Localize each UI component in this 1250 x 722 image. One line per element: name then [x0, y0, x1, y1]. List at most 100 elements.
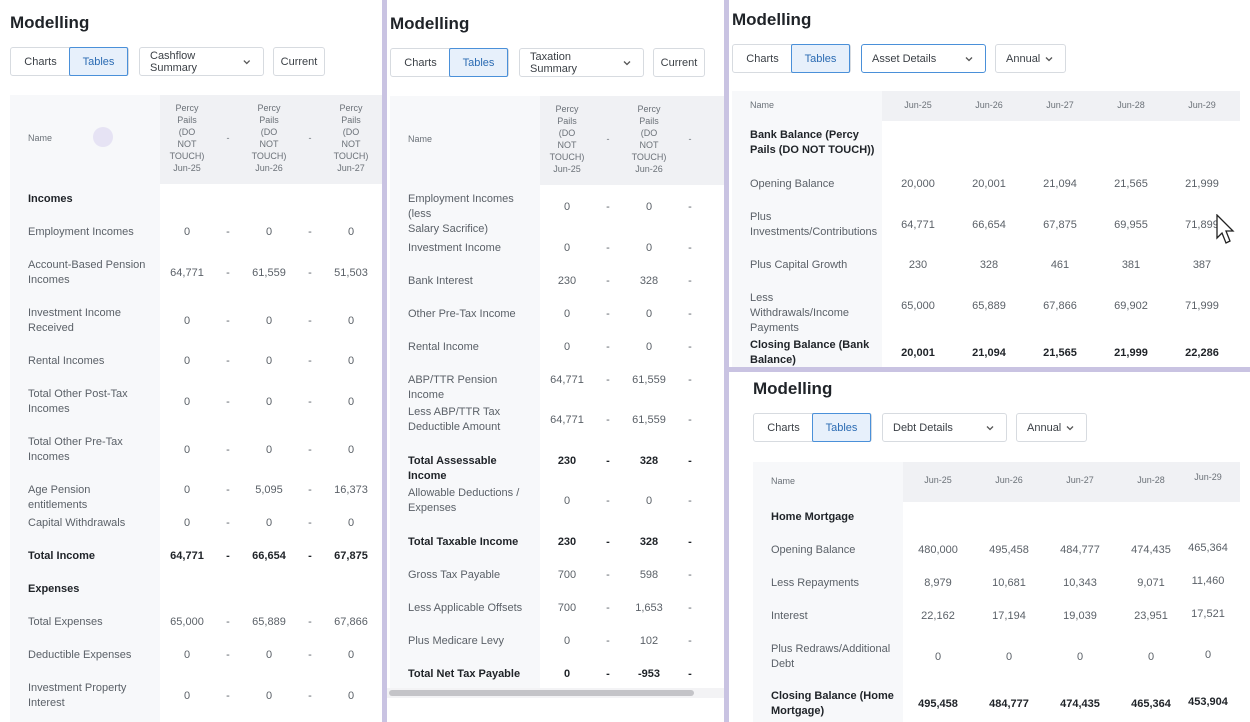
- table-cell: 10,681: [992, 577, 1026, 589]
- row-label: Other Pre-Tax Income: [408, 307, 516, 320]
- tab-charts[interactable]: Charts: [24, 55, 57, 68]
- cell-separator: -: [226, 616, 230, 628]
- report-select[interactable]: Taxation Summary: [519, 48, 644, 77]
- table-cell: 61,559: [632, 414, 666, 426]
- cell-separator: -: [606, 374, 610, 386]
- row-label: Total Expenses: [28, 615, 103, 628]
- header-row-bg: [160, 95, 382, 184]
- table-cell: 17,521: [1191, 608, 1225, 620]
- cell-separator: -: [226, 550, 230, 562]
- current-button[interactable]: Current: [273, 47, 325, 76]
- cell-separator: -: [688, 635, 692, 647]
- report-select[interactable]: Debt Details: [882, 413, 1007, 442]
- cell-separator: -: [688, 201, 692, 213]
- row-label: Plus Capital Growth: [750, 258, 848, 271]
- table-cell: 0: [183, 355, 191, 367]
- period-select[interactable]: Annual: [995, 44, 1066, 73]
- cell-separator: -: [226, 484, 230, 496]
- table-cell: 0: [183, 649, 191, 661]
- table-cell: 0: [183, 690, 191, 702]
- table-cell: 51,503: [334, 267, 368, 279]
- row-label: Investment Property Interest: [28, 682, 127, 709]
- table-cell: 495,458: [918, 698, 958, 710]
- table-cell: 0: [183, 315, 191, 327]
- cell-separator: -: [606, 275, 610, 287]
- cell-separator: -: [226, 690, 230, 702]
- report-select[interactable]: Asset Details: [861, 44, 986, 73]
- table-cell: 20,001: [972, 178, 1006, 190]
- table-cell: 598: [639, 569, 659, 581]
- tab-charts[interactable]: Charts: [404, 56, 437, 69]
- chevron-down-icon: [1066, 425, 1074, 430]
- column-header-line: NOT: [557, 140, 577, 150]
- row-label: Total Taxable Income: [408, 535, 519, 548]
- table-cell: 61,559: [252, 267, 286, 279]
- column-header-line: Pails: [341, 115, 361, 125]
- table-cell: 11,460: [1191, 575, 1225, 587]
- table-cell: 9,071: [1137, 577, 1165, 589]
- table-cell: 0: [563, 308, 571, 320]
- table-cell: 230: [557, 536, 577, 548]
- column-header: Jun-29: [1188, 100, 1216, 110]
- tab-charts[interactable]: Charts: [767, 421, 800, 434]
- name-column-header: Name: [771, 476, 796, 486]
- cell-separator: -: [308, 444, 312, 456]
- horizontal-scrollbar-thumb[interactable]: [389, 690, 694, 696]
- column-separator: -: [226, 133, 230, 143]
- table-cell: -2: [701, 667, 724, 682]
- tab-tables[interactable]: Tables: [812, 413, 871, 442]
- row-label: Account-Based Pension Incomes: [28, 259, 146, 286]
- table-cell: 0: [265, 226, 273, 238]
- column-header-line: Percy: [175, 103, 199, 113]
- tab-tables[interactable]: Tables: [791, 44, 850, 73]
- panel-divider-vertical-2[interactable]: [724, 0, 729, 722]
- panel-divider-horizontal[interactable]: [724, 367, 1250, 372]
- row-label: Total Other Post-Tax Incomes: [28, 388, 128, 415]
- table-cell: 66,654: [972, 219, 1006, 231]
- column-header-line: TOUCH): [251, 151, 287, 161]
- row-label: Closing Balance (Home Mortgage): [771, 690, 894, 717]
- column-header-line: NOT: [177, 139, 197, 149]
- tab-tables[interactable]: Tables: [449, 48, 508, 77]
- cell-separator: -: [308, 690, 312, 702]
- column-header-line: TOUCH): [333, 151, 369, 161]
- column-header: Jun-25: [924, 475, 952, 485]
- period-select[interactable]: Annual: [1016, 413, 1087, 442]
- table-cell: 0: [645, 495, 653, 507]
- column-header-line: (DO: [260, 127, 278, 137]
- cell-separator: -: [688, 242, 692, 254]
- view-toggle: Charts Tables: [753, 413, 872, 442]
- page-title: Modelling: [390, 14, 470, 33]
- name-column-bg: [753, 462, 903, 722]
- period-select-value: Annual: [1027, 421, 1062, 434]
- mouse-cursor-icon: [1216, 214, 1235, 244]
- table-cell: 230: [908, 259, 928, 271]
- column-header-line: TOUCH): [169, 151, 205, 161]
- table-cell: 21,094: [1043, 178, 1077, 190]
- table-cell: 484,777: [989, 698, 1029, 710]
- column-header: Jun-28: [1137, 475, 1165, 485]
- current-button[interactable]: Current: [653, 48, 705, 77]
- table-cell: 22,162: [921, 610, 955, 622]
- row-label: Home Mortgage: [771, 510, 855, 523]
- cell-separator: -: [688, 374, 692, 386]
- row-label: Total Income: [28, 549, 96, 562]
- table-cell: 0: [563, 635, 571, 647]
- cell-separator: -: [308, 226, 312, 238]
- tab-charts[interactable]: Charts: [746, 52, 779, 65]
- cell-separator: -: [688, 308, 692, 320]
- table-cell: 21,094: [972, 347, 1006, 359]
- panel-divider-vertical-1[interactable]: [382, 0, 387, 722]
- table-cell: 64,771: [550, 414, 584, 426]
- table-cell: 0: [645, 201, 653, 213]
- tab-tables[interactable]: Tables: [69, 47, 128, 76]
- column-header-line: P: [701, 103, 724, 115]
- row-label: Deductible Expenses: [28, 648, 132, 661]
- report-select[interactable]: Cashflow Summary: [139, 47, 264, 76]
- cell-separator: -: [606, 308, 610, 320]
- row-label: Less Repayments: [771, 576, 860, 589]
- row-label: Interest: [771, 609, 808, 622]
- table-cell: 461: [1050, 259, 1070, 271]
- chevron-down-icon: [965, 56, 973, 61]
- cell-separator: -: [308, 517, 312, 529]
